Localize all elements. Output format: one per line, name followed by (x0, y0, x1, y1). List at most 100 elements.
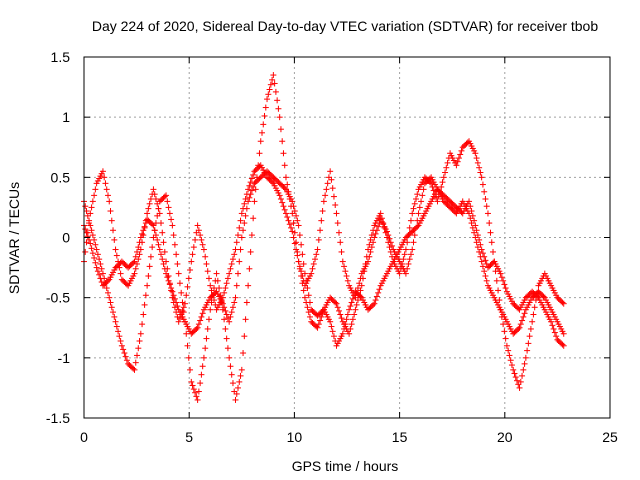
data-point-track-1 (235, 384, 242, 391)
data-point-track-1 (179, 299, 186, 306)
data-point-track-1 (193, 393, 200, 400)
data-point-track-1 (94, 251, 101, 258)
data-point-track-1 (290, 220, 297, 227)
data-point-track-1 (227, 363, 234, 370)
data-point-track-3 (550, 325, 557, 332)
data-point-track-1 (270, 72, 277, 79)
data-point-track-2 (175, 318, 182, 325)
data-point-track-3 (501, 281, 508, 288)
data-point-track-2 (341, 263, 348, 270)
data-point-track-3 (306, 299, 313, 306)
data-point-track-2 (282, 210, 289, 217)
data-point-track-1 (199, 363, 206, 370)
data-point-track-2 (159, 229, 166, 236)
data-point-track-1 (490, 248, 497, 255)
data-point-track-3 (174, 303, 181, 310)
data-point-track-2 (145, 205, 152, 212)
data-point-track-2 (285, 217, 292, 224)
data-point-track-2 (211, 297, 218, 304)
data-point-track-1 (248, 232, 255, 239)
data-point-track-1 (99, 270, 106, 277)
data-point-track-3 (160, 260, 167, 267)
data-point-track-1 (439, 179, 446, 186)
data-point-track-1 (246, 265, 253, 272)
data-point-track-1 (104, 289, 111, 296)
data-point-track-1 (178, 289, 185, 296)
data-point-track-3 (289, 198, 296, 205)
data-point-track-1 (233, 390, 240, 397)
data-point-track-2 (247, 179, 254, 186)
data-point-track-1 (506, 352, 513, 359)
data-point-track-1 (205, 316, 212, 323)
data-point-track-1 (482, 195, 489, 202)
data-point-track-1 (185, 354, 192, 361)
data-point-track-1 (250, 215, 257, 222)
data-point-track-1 (346, 330, 353, 337)
data-point-track-2 (102, 180, 109, 187)
data-point-track-3 (235, 270, 242, 277)
data-point-track-3 (131, 258, 138, 265)
data-point-track-3 (149, 221, 156, 228)
data-point-track-3 (240, 227, 247, 234)
data-point-track-1 (525, 340, 532, 347)
data-point-track-2 (276, 192, 283, 199)
data-point-track-2 (92, 186, 99, 193)
data-point-track-1 (257, 138, 264, 145)
data-point-track-1 (243, 299, 250, 306)
data-point-track-2 (515, 325, 522, 332)
data-point-track-2 (416, 204, 423, 211)
data-point-track-3 (91, 254, 98, 261)
data-point-track-1 (291, 229, 298, 236)
data-point-track-3 (553, 333, 560, 340)
data-point-track-1 (433, 194, 440, 201)
data-point-track-3 (319, 307, 326, 314)
data-point-track-3 (151, 227, 158, 234)
data-point-track-2 (279, 199, 286, 206)
data-point-track-3 (474, 232, 481, 239)
data-point-track-2 (161, 248, 168, 255)
data-point-track-1 (122, 353, 129, 360)
data-point-track-3 (165, 277, 172, 284)
data-point-track-3 (305, 292, 312, 299)
data-point-track-3 (169, 288, 176, 295)
data-point-track-1 (98, 265, 105, 272)
data-point-track-3 (173, 299, 180, 306)
data-point-track-3 (194, 324, 201, 331)
data-point-track-1 (195, 388, 202, 395)
data-point-track-3 (224, 315, 231, 322)
data-point-track-3 (471, 217, 478, 224)
data-point-track-2 (248, 175, 255, 182)
data-point-track-1 (524, 347, 531, 354)
data-point-track-2 (189, 251, 196, 258)
data-point-track-2 (354, 285, 361, 292)
data-point-track-1 (134, 352, 141, 359)
data-point-track-3 (478, 246, 485, 253)
data-point-track-1 (516, 384, 523, 391)
data-point-track-3 (197, 317, 204, 324)
data-markers (81, 72, 567, 403)
data-point-track-1 (229, 380, 236, 387)
data-point-track-3 (298, 241, 305, 248)
y-tick-label: 0.5 (51, 169, 71, 185)
data-point-track-1 (337, 311, 344, 318)
data-point-track-2 (155, 205, 162, 212)
data-point-track-1 (232, 396, 239, 403)
data-point-track-2 (227, 265, 234, 272)
data-point-track-1 (267, 81, 274, 88)
data-point-track-2 (184, 283, 191, 290)
data-point-track-2 (327, 168, 334, 175)
data-point-track-1 (139, 321, 146, 328)
data-point-track-2 (99, 168, 106, 175)
data-point-track-1 (169, 222, 176, 229)
data-point-track-2 (132, 265, 139, 272)
data-point-track-1 (131, 366, 138, 373)
data-point-track-2 (322, 192, 329, 199)
data-point-track-3 (87, 240, 94, 247)
data-point-track-2 (246, 182, 253, 189)
data-point-track-2 (226, 270, 233, 277)
data-point-track-1 (510, 366, 517, 373)
data-point-track-1 (351, 311, 358, 318)
data-point-track-1 (348, 321, 355, 328)
data-point-track-2 (337, 239, 344, 246)
data-point-track-2 (387, 239, 394, 246)
